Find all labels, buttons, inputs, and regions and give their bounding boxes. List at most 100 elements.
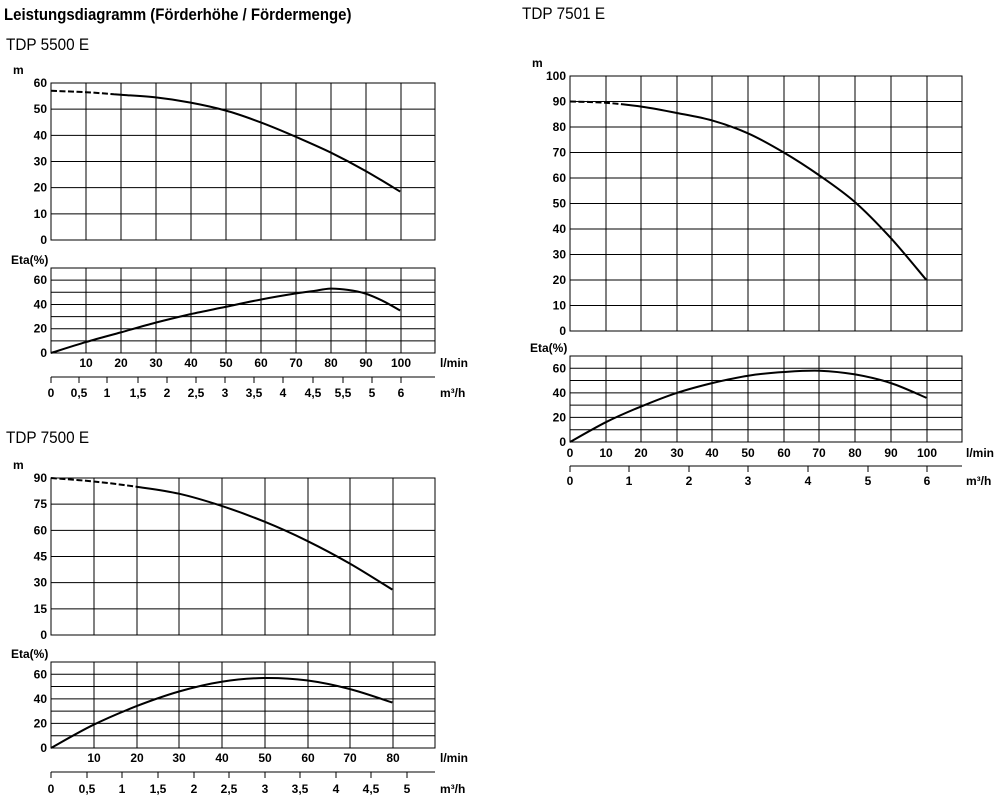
tdp5500e-m3h-tick-label: 1 <box>104 386 111 400</box>
tdp5500e-m3h-tick-label: 5,5 <box>335 386 352 400</box>
tdp7501e-efficiency-ytick-label: 60 <box>553 361 567 375</box>
tdp5500e-efficiency-frame <box>50 267 436 354</box>
tdp7501e-lmin-tick-label: 20 <box>634 446 648 460</box>
tdp5500e-lmin-tick-label: 100 <box>391 356 411 370</box>
tdp5500e-lmin-tick-label: 60 <box>254 356 268 370</box>
tdp7500e-m3h-tick-label: 1 <box>119 782 126 796</box>
tdp7501e-head-frame <box>569 75 963 332</box>
tdp7501e-m3h-tick-label: 2 <box>686 474 693 488</box>
tdp5500e-m3h-tick-label: 6 <box>398 386 405 400</box>
tdp5500e-efficiency-series-line <box>50 287 401 354</box>
tdp7501e-head-ytick-label: 100 <box>546 69 566 83</box>
tdp5500e-lmin-tick-label: 40 <box>184 356 198 370</box>
tdp5500e-head-ytick-label: 0 <box>40 233 47 247</box>
tdp7500e-efficiency-ytick-label: 40 <box>34 692 48 706</box>
tdp5500e-lmin-unit: l/min <box>440 356 468 370</box>
tdp7500e-efficiency-ytick-label: 0 <box>40 741 47 755</box>
tdp5500e-m3h-tick-label: 5 <box>369 386 376 400</box>
tdp7500e-head-ylabel: m <box>13 458 24 472</box>
tdp5500e-efficiency-ytick-label: 0 <box>40 346 47 360</box>
tdp7500e-efficiency-ytick-label: 60 <box>34 667 48 681</box>
tdp7500e-efficiency-frame <box>50 661 436 749</box>
tdp5500e-lmin-tick-label: 90 <box>359 356 373 370</box>
tdp7500e-efficiency-ytick-label: 20 <box>34 716 48 730</box>
tdp7500e-m3h-tick-label: 1,5 <box>150 782 167 796</box>
tdp7500e-head-ytick-label: 15 <box>34 602 48 616</box>
tdp7501e-lmin-tick-label: 40 <box>705 446 719 460</box>
tdp5500e-lmin-tick-label: 30 <box>149 356 163 370</box>
tdp7501e-lmin-tick-label: 0 <box>567 446 574 460</box>
tdp7501e-efficiency-ylabel: Eta(%) <box>530 341 567 355</box>
tdp5500e-m3h-tick-label: 2 <box>164 386 171 400</box>
tdp5500e-m3h-tick-label: 0,5 <box>71 386 88 400</box>
tdp7500e-lmin-tick-label: 70 <box>343 751 357 765</box>
tdp7500e-efficiency-series-line <box>50 676 393 749</box>
tdp5500e-lmin-tick-label: 20 <box>114 356 128 370</box>
tdp5500e-head-frame <box>50 82 436 241</box>
tdp5500e-head-ylabel: m <box>13 63 24 77</box>
tdp7500e-lmin-tick-label: 60 <box>301 751 315 765</box>
tdp7501e-efficiency-frame <box>569 355 963 443</box>
tdp7500e-head-series-line <box>50 477 393 591</box>
tdp7500e-lmin-tick-label: 10 <box>87 751 101 765</box>
tdp5500e-head-ytick-label: 30 <box>34 155 48 169</box>
tdp7501e-m3h-tick-label: 4 <box>805 474 812 488</box>
tdp5500e-head-ytick-label: 20 <box>34 181 48 195</box>
tdp7500e-head-ytick-label: 30 <box>34 576 48 590</box>
tdp7500e-lmin-tick-label: 30 <box>172 751 186 765</box>
tdp7501e-head-ytick-label: 50 <box>553 197 567 211</box>
tdp7501e-m3h-tick-label: 3 <box>745 474 752 488</box>
tdp7501e-m3h-tick-label: 0 <box>567 474 574 488</box>
tdp7501e-head-ytick-label: 10 <box>553 299 567 313</box>
model-title-tdp5500e: TDP 5500 E <box>6 35 90 54</box>
tdp7500e-m3h-unit: m³/h <box>440 782 465 796</box>
tdp7501e-head-ytick-label: 90 <box>553 95 567 109</box>
tdp7501e-efficiency-ytick-label: 20 <box>553 410 567 424</box>
tdp7500e-m3h-tick-label: 5 <box>404 782 411 796</box>
tdp5500e-m3h-tick-label: 3,5 <box>246 386 263 400</box>
tdp7501e-m3h-unit: m³/h <box>966 474 991 488</box>
tdp7501e-head-ytick-label: 40 <box>553 222 567 236</box>
tdp7501e-lmin-tick-label: 90 <box>884 446 898 460</box>
tdp5500e-lmin-tick-label: 50 <box>219 356 233 370</box>
tdp7500e-head-ytick-label: 90 <box>34 471 48 485</box>
tdp7501e-head-ytick-label: 30 <box>553 248 567 262</box>
tdp7501e-lmin-tick-label: 30 <box>670 446 684 460</box>
tdp7501e-lmin-tick-label: 60 <box>777 446 791 460</box>
tdp7500e-head-frame <box>50 477 436 636</box>
tdp7500e-m3h-tick-label: 2 <box>191 782 198 796</box>
tdp7500e-lmin-tick-label: 40 <box>215 751 229 765</box>
tdp7500e-head-ytick-label: 60 <box>34 523 48 537</box>
tdp5500e-head-series-line <box>50 89 401 193</box>
tdp5500e-lmin-tick-label: 70 <box>289 356 303 370</box>
tdp7500e-m3h-tick-label: 4 <box>333 782 340 796</box>
tdp5500e-lmin-tick-label: 10 <box>79 356 93 370</box>
tdp5500e-m3h-tick-label: 0 <box>48 386 55 400</box>
tdp5500e-m3h-tick-label: 4 <box>280 386 287 400</box>
tdp7501e-lmin-tick-label: 10 <box>599 446 613 460</box>
tdp5500e-efficiency-ytick-label: 60 <box>34 273 48 287</box>
tdp7501e-lmin-tick-label: 70 <box>812 446 826 460</box>
tdp7501e-lmin-tick-label: 100 <box>917 446 937 460</box>
tdp7501e-lmin-tick-label: 50 <box>741 446 755 460</box>
model-title-tdp7500e: TDP 7500 E <box>6 428 90 447</box>
tdp5500e-efficiency-ylabel: Eta(%) <box>11 253 48 267</box>
tdp5500e-m3h-unit: m³/h <box>440 386 465 400</box>
tdp7500e-m3h-tick-label: 0 <box>48 782 55 796</box>
tdp7500e-head-ytick-label: 75 <box>34 497 48 511</box>
tdp5500e-m3h-tick-label: 3 <box>222 386 229 400</box>
tdp7500e-m3h-tick-label: 2,5 <box>221 782 238 796</box>
tdp7500e-m3h-tick-label: 3 <box>262 782 269 796</box>
tdp7501e-lmin-tick-label: 80 <box>848 446 862 460</box>
tdp5500e-m3h-tick-label: 4,5 <box>305 386 322 400</box>
tdp5500e-m3h-tick-label: 2,5 <box>188 386 205 400</box>
tdp7501e-efficiency-ytick-label: 0 <box>559 435 566 449</box>
tdp7500e-lmin-tick-label: 20 <box>130 751 144 765</box>
tdp7501e-efficiency-series-line <box>569 369 927 443</box>
tdp7501e-m3h-tick-label: 5 <box>865 474 872 488</box>
tdp7500e-head-ytick-label: 45 <box>34 550 48 564</box>
tdp7500e-m3h-tick-label: 0,5 <box>79 782 96 796</box>
tdp5500e-lmin-tick-label: 80 <box>324 356 338 370</box>
model-title-tdp7501e: TDP 7501 E <box>522 4 606 23</box>
